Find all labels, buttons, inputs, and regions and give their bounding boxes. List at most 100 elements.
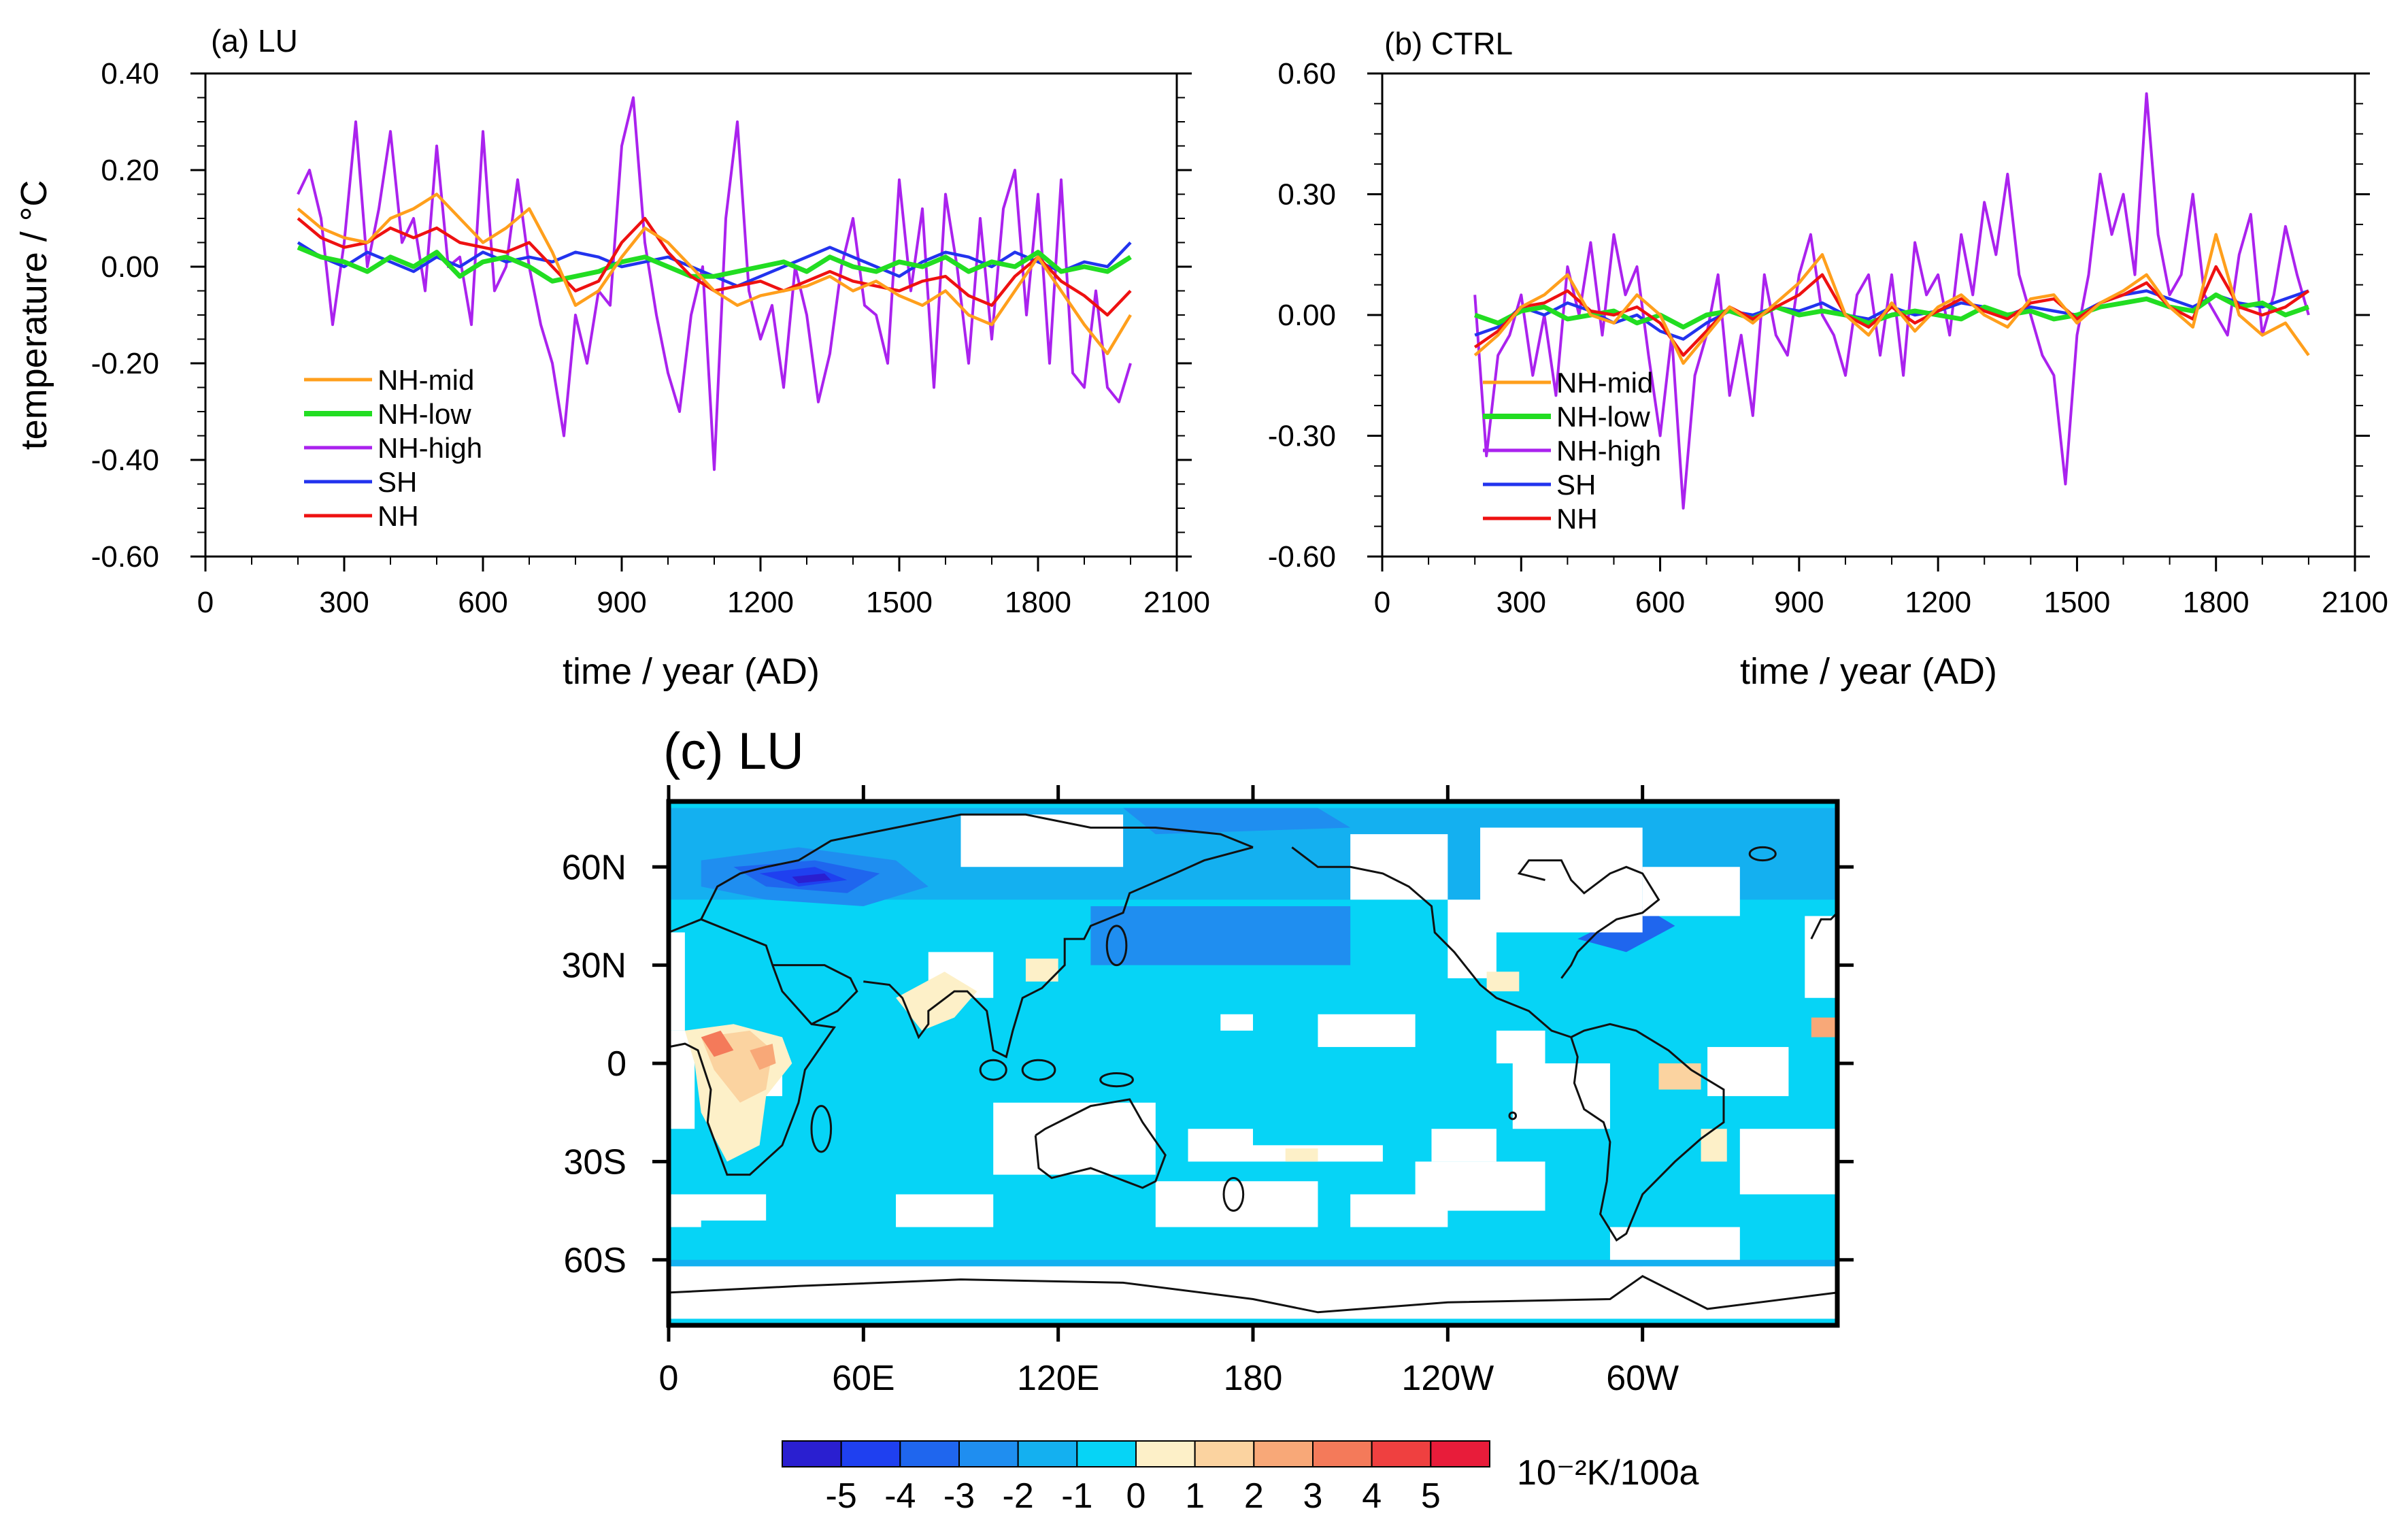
xtick-label: 1500 bbox=[866, 586, 933, 619]
map-xtick-label: 180 bbox=[1224, 1359, 1283, 1398]
legend-label: NH-mid bbox=[1556, 367, 1653, 399]
map-island bbox=[1222, 1176, 1245, 1212]
legend-label: NH-low bbox=[1556, 401, 1650, 433]
panel-c: (c) LU 0 60E 120E 180 120W 60W 60N 30N 0 30S 60S -… bbox=[562, 723, 1854, 1516]
map-island bbox=[1508, 1111, 1518, 1121]
map-nonsig-patch bbox=[960, 814, 1124, 867]
map-coastline bbox=[772, 964, 858, 1025]
map-island bbox=[1748, 846, 1777, 862]
xtick-label: 1800 bbox=[1005, 586, 1071, 619]
map-nonsig-patch bbox=[1707, 1046, 1789, 1097]
ytick-label: -0.20 bbox=[91, 347, 159, 380]
xtick-label: 2100 bbox=[1143, 586, 1210, 619]
ytick-label: 0.00 bbox=[101, 250, 159, 284]
map-coastline bbox=[668, 1275, 1838, 1314]
panel-b: (b) CTRL 0.60 0.30 0.00 -0.30 -0.60 0 300 600 9… bbox=[1268, 26, 2388, 692]
map-ytick-label: 0 bbox=[607, 1044, 626, 1084]
ytick-label: 0.00 bbox=[1277, 299, 1336, 332]
legend-label: SH bbox=[1556, 469, 1596, 501]
ytick-label: -0.40 bbox=[91, 444, 159, 477]
series-line-nh-mid bbox=[297, 193, 1132, 356]
colorbar-swatch bbox=[958, 1440, 1019, 1467]
xtick-label: 600 bbox=[458, 586, 507, 619]
colorbar-swatch bbox=[1371, 1440, 1432, 1467]
map-nonsig-patch bbox=[1739, 1129, 1837, 1195]
colorbar-label: -5 bbox=[826, 1476, 857, 1516]
ytick-label: 0.30 bbox=[1277, 178, 1336, 212]
ytick-label: -0.60 bbox=[91, 540, 159, 574]
colorbar-label: 3 bbox=[1303, 1476, 1323, 1516]
map-africa-hot bbox=[701, 1030, 734, 1057]
xtick-label: 300 bbox=[1496, 586, 1546, 619]
map-nonsig-patch bbox=[669, 932, 685, 1031]
colorbar-swatch bbox=[1430, 1440, 1490, 1467]
map-nonsig-patch bbox=[1545, 867, 1594, 900]
xtick-label: 1200 bbox=[1905, 586, 1971, 619]
ytick-label: 0.40 bbox=[101, 57, 159, 90]
xtick-label: 900 bbox=[1774, 586, 1824, 619]
legend-label: NH bbox=[1556, 503, 1598, 535]
map-nonsig-patch bbox=[1512, 1063, 1610, 1129]
panel-a-title: (a) LU bbox=[211, 23, 298, 59]
map-coastline bbox=[1517, 859, 1660, 979]
map-china-warm bbox=[1025, 959, 1058, 982]
map-africa-hot2 bbox=[750, 1044, 776, 1070]
map-nonsig-patch bbox=[1155, 1181, 1318, 1227]
colorbar-label: -4 bbox=[884, 1476, 916, 1516]
xtick-label: 600 bbox=[1635, 586, 1685, 619]
colorbar-label: -3 bbox=[943, 1476, 975, 1516]
map-ytick-label: 60S bbox=[563, 1241, 626, 1280]
panel-c-title: (c) LU bbox=[663, 723, 804, 780]
map-eurasia-core bbox=[792, 873, 831, 884]
map-mexico-warm bbox=[1486, 972, 1520, 992]
colorbar-swatch bbox=[1312, 1440, 1373, 1467]
map-south-america-warm bbox=[1701, 1129, 1727, 1162]
map-nonsig-patch bbox=[1805, 916, 1837, 998]
map-coastline bbox=[1291, 846, 1725, 1242]
map-nonsig-patch bbox=[1350, 834, 1448, 900]
map-nonsig-patch bbox=[1448, 899, 1496, 978]
map-xtick-label: 0 bbox=[659, 1359, 679, 1398]
map-pacific-warm bbox=[1285, 1148, 1318, 1162]
colorbar-label: 0 bbox=[1126, 1476, 1146, 1516]
series-line-nh-mid bbox=[1473, 233, 2310, 365]
legend-label: NH-high bbox=[1556, 435, 1661, 467]
panel-b-xlabel: time / year (AD) bbox=[1740, 651, 1997, 692]
ytick-label: -0.30 bbox=[1268, 420, 1336, 453]
map-xtick-label: 60E bbox=[832, 1359, 895, 1398]
map-nonsig-patch bbox=[1642, 867, 1740, 916]
colorbar-label: 5 bbox=[1421, 1476, 1441, 1516]
map-ytick-label: 30N bbox=[562, 946, 626, 986]
colorbar-swatch bbox=[1017, 1440, 1078, 1467]
map-coastline bbox=[863, 846, 1254, 1059]
panel-b-title: (b) CTRL bbox=[1384, 26, 1513, 61]
series-line-nh-high bbox=[297, 96, 1132, 471]
panel-a-ylabel: temperature / °C bbox=[14, 180, 54, 450]
map-nonsig-patch bbox=[896, 1194, 994, 1227]
colorbar-label: -1 bbox=[1061, 1476, 1092, 1516]
ytick-label: 0.20 bbox=[101, 154, 159, 187]
map-nonsig-patch bbox=[1220, 1014, 1253, 1031]
map-island bbox=[979, 1059, 1007, 1081]
colorbar-units: 10⁻²K/100a bbox=[1517, 1453, 1699, 1493]
map-band-npacific bbox=[1090, 906, 1351, 965]
map-coastline bbox=[700, 813, 1254, 920]
xtick-label: 1500 bbox=[2043, 586, 2110, 619]
map-coastline bbox=[1810, 912, 1839, 940]
ytick-label: -0.60 bbox=[1268, 540, 1336, 574]
colorbar-swatch bbox=[899, 1440, 960, 1467]
map-nonsig-patch bbox=[1609, 1227, 1740, 1260]
series-line-nh-low bbox=[297, 245, 1132, 284]
colorbar-label: 1 bbox=[1185, 1476, 1205, 1516]
colorbar-swatch bbox=[1076, 1440, 1137, 1467]
map-nonsig-patch bbox=[1496, 1030, 1545, 1063]
colorbar-swatch bbox=[1194, 1440, 1255, 1467]
colorbar-swatch bbox=[840, 1440, 901, 1467]
colorbar-swatch bbox=[1135, 1440, 1196, 1467]
xtick-label: 2100 bbox=[2322, 586, 2388, 619]
legend-label: SH bbox=[378, 466, 417, 498]
legend-label: NH-mid bbox=[378, 364, 474, 396]
colorbar-swatch bbox=[782, 1440, 842, 1467]
